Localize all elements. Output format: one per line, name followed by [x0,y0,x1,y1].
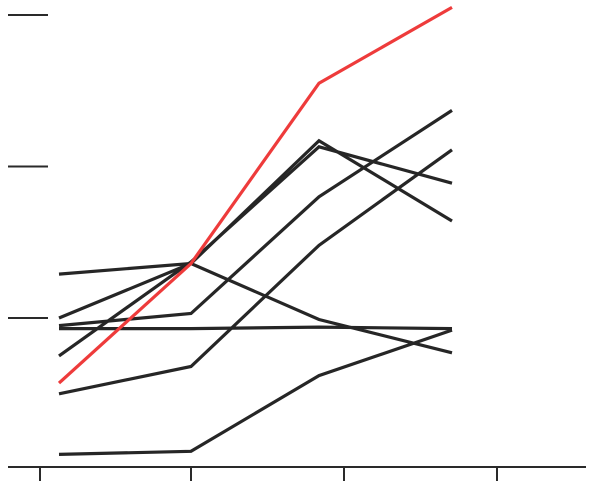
series-line-8 [57,6,453,385]
series-line-3 [58,109,453,328]
series-line-2 [58,148,453,396]
series-line-5 [58,145,453,358]
series-line-7 [59,325,453,331]
series-line-1 [58,328,453,456]
series-line-6 [58,261,453,355]
series-line-4 [58,138,453,320]
plot-area [57,6,453,456]
y-axis [8,14,48,319]
x-axis [8,466,586,481]
